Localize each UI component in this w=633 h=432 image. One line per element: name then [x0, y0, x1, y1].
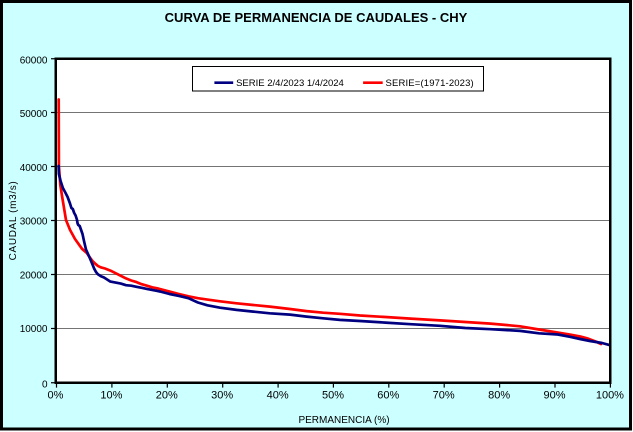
svg-text:20000: 20000 — [20, 270, 48, 281]
svg-text:CAUDAL (m3/s): CAUDAL (m3/s) — [8, 181, 19, 261]
svg-text:50%: 50% — [322, 390, 344, 402]
svg-text:0: 0 — [42, 379, 48, 390]
svg-text:30%: 30% — [211, 390, 233, 402]
svg-text:SERIE=(1971-2023): SERIE=(1971-2023) — [386, 78, 474, 89]
svg-text:20%: 20% — [156, 390, 178, 402]
svg-text:30000: 30000 — [20, 217, 48, 228]
svg-text:100%: 100% — [596, 390, 624, 402]
svg-text:40%: 40% — [267, 390, 289, 402]
svg-text:SERIE 2/4/2023 1/4/2024: SERIE 2/4/2023 1/4/2024 — [236, 78, 344, 89]
svg-text:50000: 50000 — [20, 109, 48, 120]
svg-text:70%: 70% — [433, 390, 455, 402]
svg-text:10000: 10000 — [20, 324, 48, 335]
svg-text:10%: 10% — [100, 390, 122, 402]
svg-text:90%: 90% — [543, 390, 565, 402]
svg-text:PERMANENCIA (%): PERMANENCIA (%) — [298, 415, 389, 426]
svg-text:40000: 40000 — [20, 163, 48, 174]
svg-text:CURVA DE PERMANENCIA DE CAUDAL: CURVA DE PERMANENCIA DE CAUDALES - CHY — [165, 10, 468, 25]
svg-text:0%: 0% — [48, 390, 64, 402]
svg-text:60000: 60000 — [20, 55, 48, 66]
svg-text:80%: 80% — [488, 390, 510, 402]
svg-text:60%: 60% — [377, 390, 399, 402]
